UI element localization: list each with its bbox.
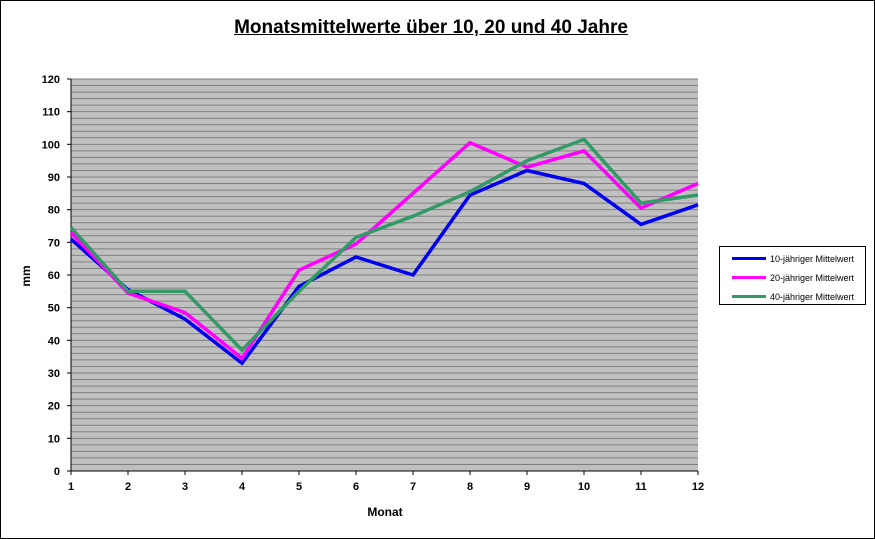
x-tick-label: 2 — [125, 481, 131, 493]
chart-legend: 10-jähriger Mittelwert 20-jähriger Mittel… — [719, 246, 866, 305]
legend-swatch — [732, 276, 766, 279]
y-tick-label: 60 — [48, 270, 60, 282]
y-tick-label: 80 — [48, 205, 60, 217]
y-tick-label: 40 — [48, 335, 60, 347]
x-axis-label: Monat — [367, 505, 402, 519]
y-tick-label: 30 — [48, 368, 60, 380]
y-tick-label: 20 — [48, 401, 60, 413]
x-tick-label: 4 — [239, 481, 246, 493]
x-tick-label: 6 — [353, 481, 359, 493]
x-tick-label: 1 — [68, 481, 74, 493]
series-line-3 — [69, 137, 699, 353]
series-line-1 — [69, 168, 699, 366]
legend-item-3: 40-jähriger Mittelwert — [720, 287, 865, 306]
x-tick-label: 8 — [467, 481, 473, 493]
y-tick-label: 10 — [48, 433, 60, 445]
x-tick-label: 10 — [578, 481, 590, 493]
legend-label: 40-jähriger Mittelwert — [770, 291, 855, 302]
y-tick-label: 110 — [42, 107, 60, 119]
y-tick-label: 0 — [54, 466, 60, 478]
series-line-2 — [69, 140, 699, 361]
x-tick-label: 3 — [182, 481, 188, 493]
x-tick-label: 7 — [410, 481, 416, 493]
legend-swatch — [732, 257, 766, 260]
y-tick-label: 90 — [48, 172, 60, 184]
legend-label: 20-jähriger Mittelwert — [770, 272, 855, 283]
chart-title: Monatsmittelwerte über 10, 20 und 40 Jah… — [234, 17, 628, 38]
y-tick-label: 100 — [42, 139, 60, 151]
legend-item-1: 10-jähriger Mittelwert — [720, 249, 865, 268]
legend-item-2: 20-jähriger Mittelwert — [720, 268, 865, 287]
legend-swatch — [732, 295, 766, 298]
x-tick-label: 5 — [296, 481, 302, 493]
y-tick-label: 70 — [48, 237, 60, 249]
x-tick-label: 11 — [635, 481, 647, 493]
y-axis-label: mm — [19, 265, 33, 286]
y-tick-label: 120 — [42, 74, 60, 86]
x-tick-label: 9 — [524, 481, 530, 493]
y-tick-label: 50 — [48, 303, 60, 315]
legend-label: 10-jähriger Mittelwert — [770, 253, 855, 264]
x-tick-label: 12 — [692, 481, 704, 493]
